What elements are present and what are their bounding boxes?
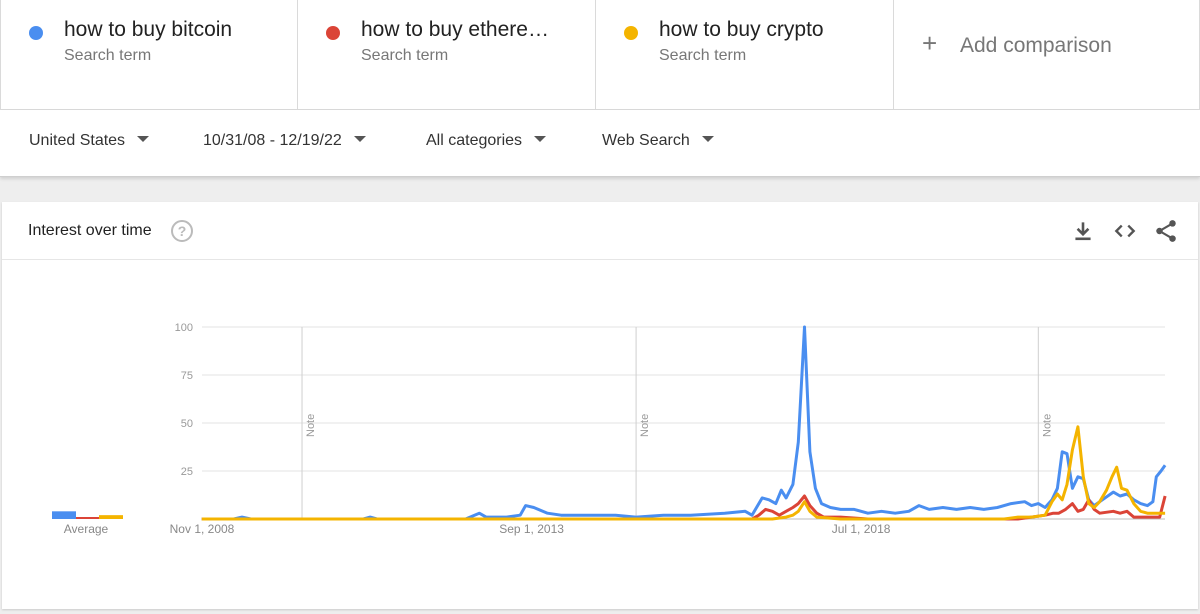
date-range-value: 10/31/08 - 12/19/22	[203, 132, 342, 149]
search-term-name: how to buy ethere…	[361, 18, 549, 41]
search-type-dropdown[interactable]: Web Search	[602, 132, 714, 150]
region-dropdown[interactable]: United States	[29, 132, 150, 150]
search-term-card-3[interactable]: how to buy crypto Search term	[596, 0, 894, 110]
chart-notes: Note Note Note	[301, 327, 1053, 519]
search-term-name: how to buy crypto	[659, 18, 824, 41]
category-value: All categories	[426, 132, 523, 149]
series-color-dot-icon	[624, 26, 638, 40]
average-bar	[99, 515, 123, 519]
y-tick-label: 25	[181, 466, 193, 478]
search-term-name: how to buy bitcoin	[64, 18, 233, 41]
y-tick-label: 100	[175, 322, 193, 334]
category-dropdown[interactable]: All categories	[426, 132, 547, 150]
y-tick-label: 75	[181, 370, 193, 382]
note-label: Note	[639, 414, 651, 437]
search-term-type: Search term	[64, 47, 152, 64]
x-tick-label: Sep 1, 2013	[499, 522, 564, 536]
download-icon[interactable]	[1070, 218, 1096, 244]
help-icon[interactable]: ?	[171, 220, 193, 242]
region-value: United States	[29, 132, 126, 149]
comparison-bar: how to buy bitcoin Search term how to bu…	[0, 0, 1200, 110]
plus-icon: +	[922, 28, 938, 58]
x-axis-ticks: Nov 1, 2008 Sep 1, 2013 Jul 1, 2018	[170, 522, 891, 536]
average-bars	[52, 511, 123, 519]
add-comparison-button[interactable]: + Add comparison	[894, 0, 1200, 109]
caret-down-icon	[701, 135, 714, 142]
interest-over-time-card: Interest over time ? Average 100 75 50 25 N…	[2, 202, 1198, 609]
search-term-type: Search term	[659, 47, 747, 64]
share-icon[interactable]	[1153, 218, 1179, 244]
x-tick-label: Nov 1, 2008	[170, 522, 235, 536]
note-label: Note	[305, 414, 317, 437]
chart-grid: 100 75 50 25	[175, 322, 1165, 520]
caret-down-icon	[534, 135, 547, 142]
add-comparison-label: Add comparison	[960, 34, 1112, 57]
date-range-dropdown[interactable]: 10/31/08 - 12/19/22	[203, 132, 366, 150]
caret-down-icon	[353, 135, 366, 142]
chart-area: Average 100 75 50 25 Note Note Note Nov 1, 20…	[2, 260, 1198, 609]
average-bar	[76, 517, 100, 519]
search-term-card-2[interactable]: how to buy ethere… Search term	[298, 0, 596, 110]
card-header: Interest over time ?	[2, 202, 1198, 260]
note-label: Note	[1041, 414, 1053, 437]
x-tick-label: Jul 1, 2018	[832, 522, 891, 536]
series-line	[201, 425, 1166, 521]
series-color-dot-icon	[29, 26, 43, 40]
caret-down-icon	[137, 135, 150, 142]
embed-icon[interactable]	[1112, 218, 1138, 244]
chart-series[interactable]	[201, 325, 1167, 521]
series-color-dot-icon	[326, 26, 340, 40]
search-type-value: Web Search	[602, 132, 690, 149]
filters-bar: United States 10/31/08 - 12/19/22 All ca…	[0, 110, 1200, 177]
average-bar	[52, 511, 76, 519]
average-label: Average	[64, 522, 109, 536]
card-title: Interest over time	[28, 222, 152, 239]
interest-over-time-chart: Average 100 75 50 25 Note Note Note Nov 1, 20…	[52, 322, 1167, 536]
y-tick-label: 50	[181, 418, 193, 430]
search-term-card-1[interactable]: how to buy bitcoin Search term	[0, 0, 298, 110]
search-term-type: Search term	[361, 47, 449, 64]
